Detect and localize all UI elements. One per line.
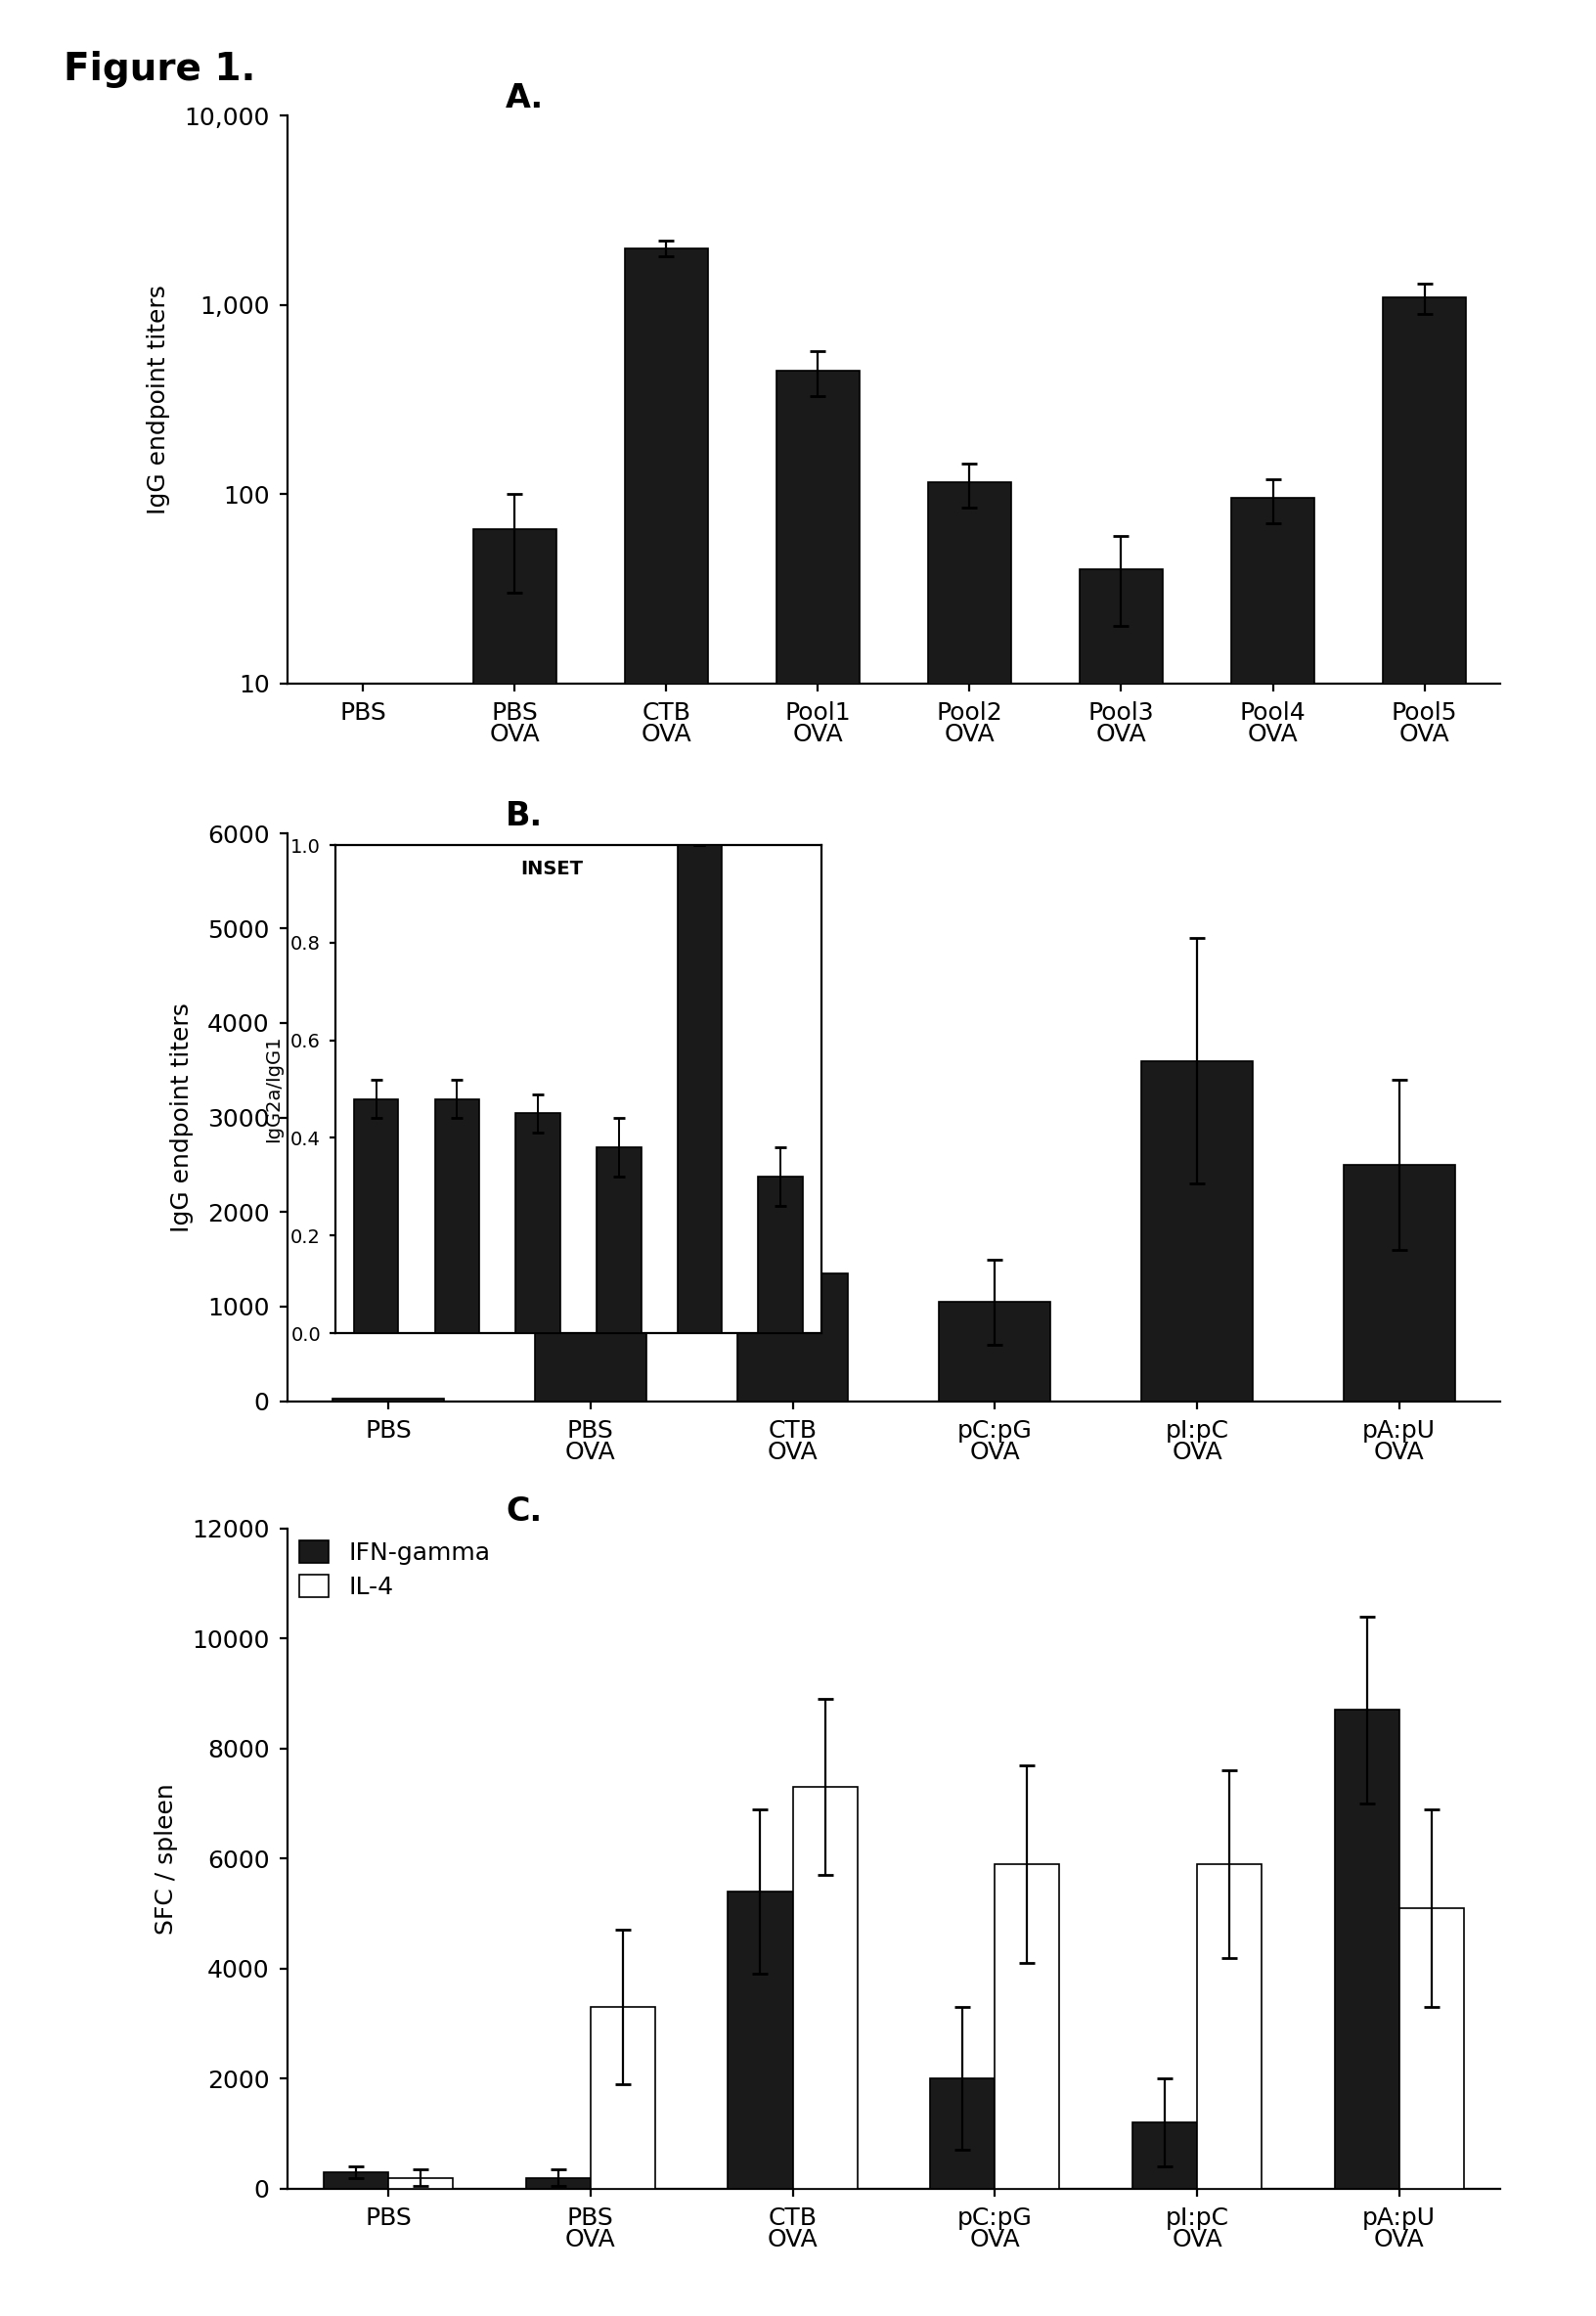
Bar — [1400, 1908, 1464, 2189]
Bar — [472, 530, 557, 2316]
Bar — [776, 371, 860, 2316]
Bar — [525, 2177, 591, 2189]
Bar — [994, 1864, 1060, 2189]
Bar — [624, 248, 709, 2316]
Bar — [793, 1788, 857, 2189]
Legend: IFN-gamma, IL-4: IFN-gamma, IL-4 — [300, 1540, 490, 1598]
Bar — [535, 1123, 646, 1401]
Bar — [1079, 570, 1163, 2316]
Y-axis label: SFC / spleen: SFC / spleen — [155, 1783, 179, 1934]
Bar — [728, 1892, 793, 2189]
Text: A.: A. — [506, 83, 544, 113]
Bar — [927, 482, 1012, 2316]
Bar — [938, 1302, 1050, 1401]
Bar — [321, 683, 405, 2316]
Bar — [930, 2080, 994, 2189]
Bar — [388, 2177, 453, 2189]
Bar — [332, 1399, 444, 1401]
Bar — [324, 2172, 388, 2189]
Text: Figure 1.: Figure 1. — [64, 51, 255, 88]
Bar — [1197, 1864, 1262, 2189]
Bar — [591, 2008, 656, 2189]
Bar — [1132, 2121, 1197, 2189]
Bar — [1344, 1165, 1454, 1401]
Bar — [1382, 296, 1467, 2316]
Bar — [1141, 1061, 1253, 1401]
Y-axis label: IgG endpoint titers: IgG endpoint titers — [171, 1003, 193, 1232]
Y-axis label: IgG endpoint titers: IgG endpoint titers — [147, 285, 171, 514]
Text: C.: C. — [506, 1496, 543, 1526]
Bar — [1334, 1709, 1400, 2189]
Text: B.: B. — [506, 801, 543, 831]
Bar — [1231, 498, 1315, 2316]
Bar — [737, 1274, 849, 1401]
